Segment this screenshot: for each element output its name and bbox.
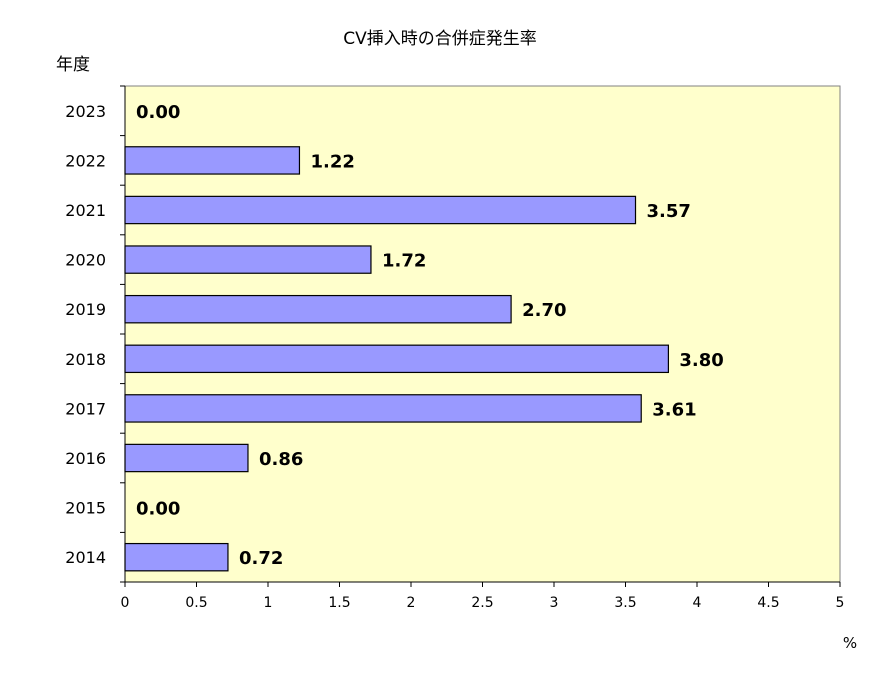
data-label: 1.22 bbox=[310, 151, 354, 172]
category-label: 2015 bbox=[65, 499, 106, 518]
category-label: 2014 bbox=[65, 548, 106, 567]
category-label: 2016 bbox=[65, 449, 106, 468]
data-label: 0.00 bbox=[136, 499, 180, 520]
data-label: 0.86 bbox=[259, 449, 303, 470]
data-label: 3.80 bbox=[679, 350, 723, 371]
y-axis-title: 年度 bbox=[56, 55, 90, 75]
x-axis-unit: % bbox=[843, 634, 857, 652]
data-label: 0.00 bbox=[136, 102, 180, 123]
bar bbox=[124, 146, 301, 175]
category-label: 2019 bbox=[65, 300, 106, 319]
x-tick-label: 1 bbox=[264, 595, 273, 611]
bar bbox=[124, 394, 642, 423]
category-label: 2023 bbox=[65, 102, 106, 121]
bar bbox=[124, 294, 512, 324]
data-label: 2.70 bbox=[522, 300, 566, 321]
x-tick-label: 3.5 bbox=[614, 595, 636, 611]
data-label: 3.57 bbox=[647, 201, 691, 222]
data-label: 0.72 bbox=[239, 548, 283, 569]
x-tick-label: 4.5 bbox=[757, 595, 779, 611]
category-label: 2022 bbox=[65, 151, 106, 170]
data-label: 1.72 bbox=[382, 251, 426, 272]
category-label: 2021 bbox=[65, 201, 106, 220]
x-tick-label: 2.5 bbox=[471, 595, 493, 611]
x-tick-label: 0.5 bbox=[185, 595, 207, 611]
x-tick-label: 3 bbox=[550, 595, 559, 611]
x-tick-label: 0 bbox=[121, 595, 130, 611]
bar bbox=[124, 344, 670, 374]
data-label: 3.61 bbox=[652, 399, 696, 420]
x-tick-label: 2 bbox=[407, 595, 416, 611]
x-tick-label: 5 bbox=[836, 595, 845, 611]
category-label: 2020 bbox=[65, 251, 106, 270]
category-label: 2017 bbox=[65, 399, 106, 418]
bar bbox=[124, 443, 249, 473]
bar bbox=[124, 245, 372, 274]
chart-title: CV挿入時の合併症発生率 bbox=[343, 29, 537, 49]
bar bbox=[124, 542, 229, 572]
x-tick-label: 4 bbox=[693, 595, 702, 611]
x-tick-label: 1.5 bbox=[328, 595, 350, 611]
bar bbox=[124, 195, 637, 225]
category-label: 2018 bbox=[65, 350, 106, 369]
